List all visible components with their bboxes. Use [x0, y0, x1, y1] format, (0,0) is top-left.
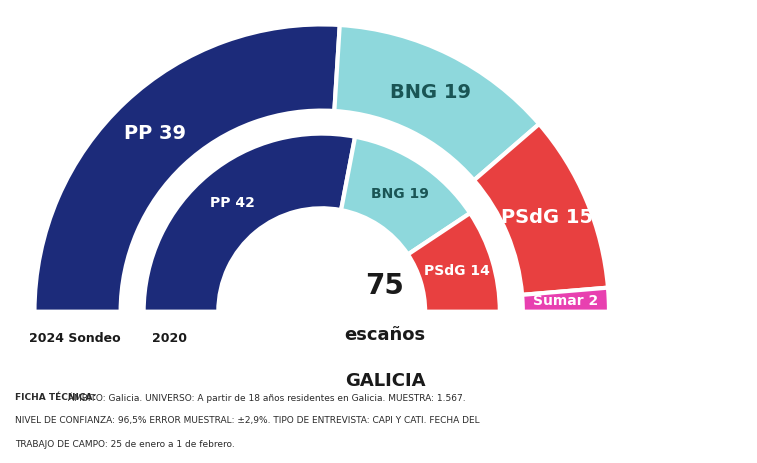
Wedge shape	[144, 134, 355, 312]
Text: PSdG 15: PSdG 15	[500, 207, 593, 226]
Text: ÁMBITO: Galicia. UNIVERSO: A partir de 18 años residentes en Galicia. MUESTRA: 1: ÁMBITO: Galicia. UNIVERSO: A partir de 1…	[65, 393, 466, 403]
Text: PSdG 14: PSdG 14	[423, 264, 490, 278]
Text: BNG 19: BNG 19	[371, 188, 428, 201]
Text: 2024 Sondeo: 2024 Sondeo	[29, 332, 120, 345]
Wedge shape	[35, 25, 340, 312]
Wedge shape	[522, 288, 609, 312]
Text: TRABAJO DE CAMPO: 25 de enero a 1 de febrero.: TRABAJO DE CAMPO: 25 de enero a 1 de feb…	[15, 440, 235, 449]
Text: NIVEL DE CONFIANZA: 96,5% ERROR MUESTRAL: ±2,9%. TIPO DE ENTREVISTA: CAPI Y CATI: NIVEL DE CONFIANZA: 96,5% ERROR MUESTRAL…	[15, 416, 480, 425]
Circle shape	[221, 211, 422, 412]
Text: PP 39: PP 39	[123, 124, 185, 143]
Text: BNG 19: BNG 19	[390, 83, 471, 102]
Wedge shape	[408, 213, 500, 312]
Text: FICHA TÉCNICA:: FICHA TÉCNICA:	[15, 393, 96, 401]
Wedge shape	[474, 124, 608, 295]
Text: 2020: 2020	[152, 332, 187, 345]
Text: 75: 75	[366, 272, 404, 300]
Text: PP 42: PP 42	[210, 196, 254, 210]
Text: Sumar 2: Sumar 2	[533, 294, 598, 308]
Wedge shape	[335, 25, 539, 180]
Wedge shape	[341, 137, 470, 255]
Text: escaños: escaños	[344, 325, 425, 344]
Text: GALICIA: GALICIA	[344, 372, 425, 390]
